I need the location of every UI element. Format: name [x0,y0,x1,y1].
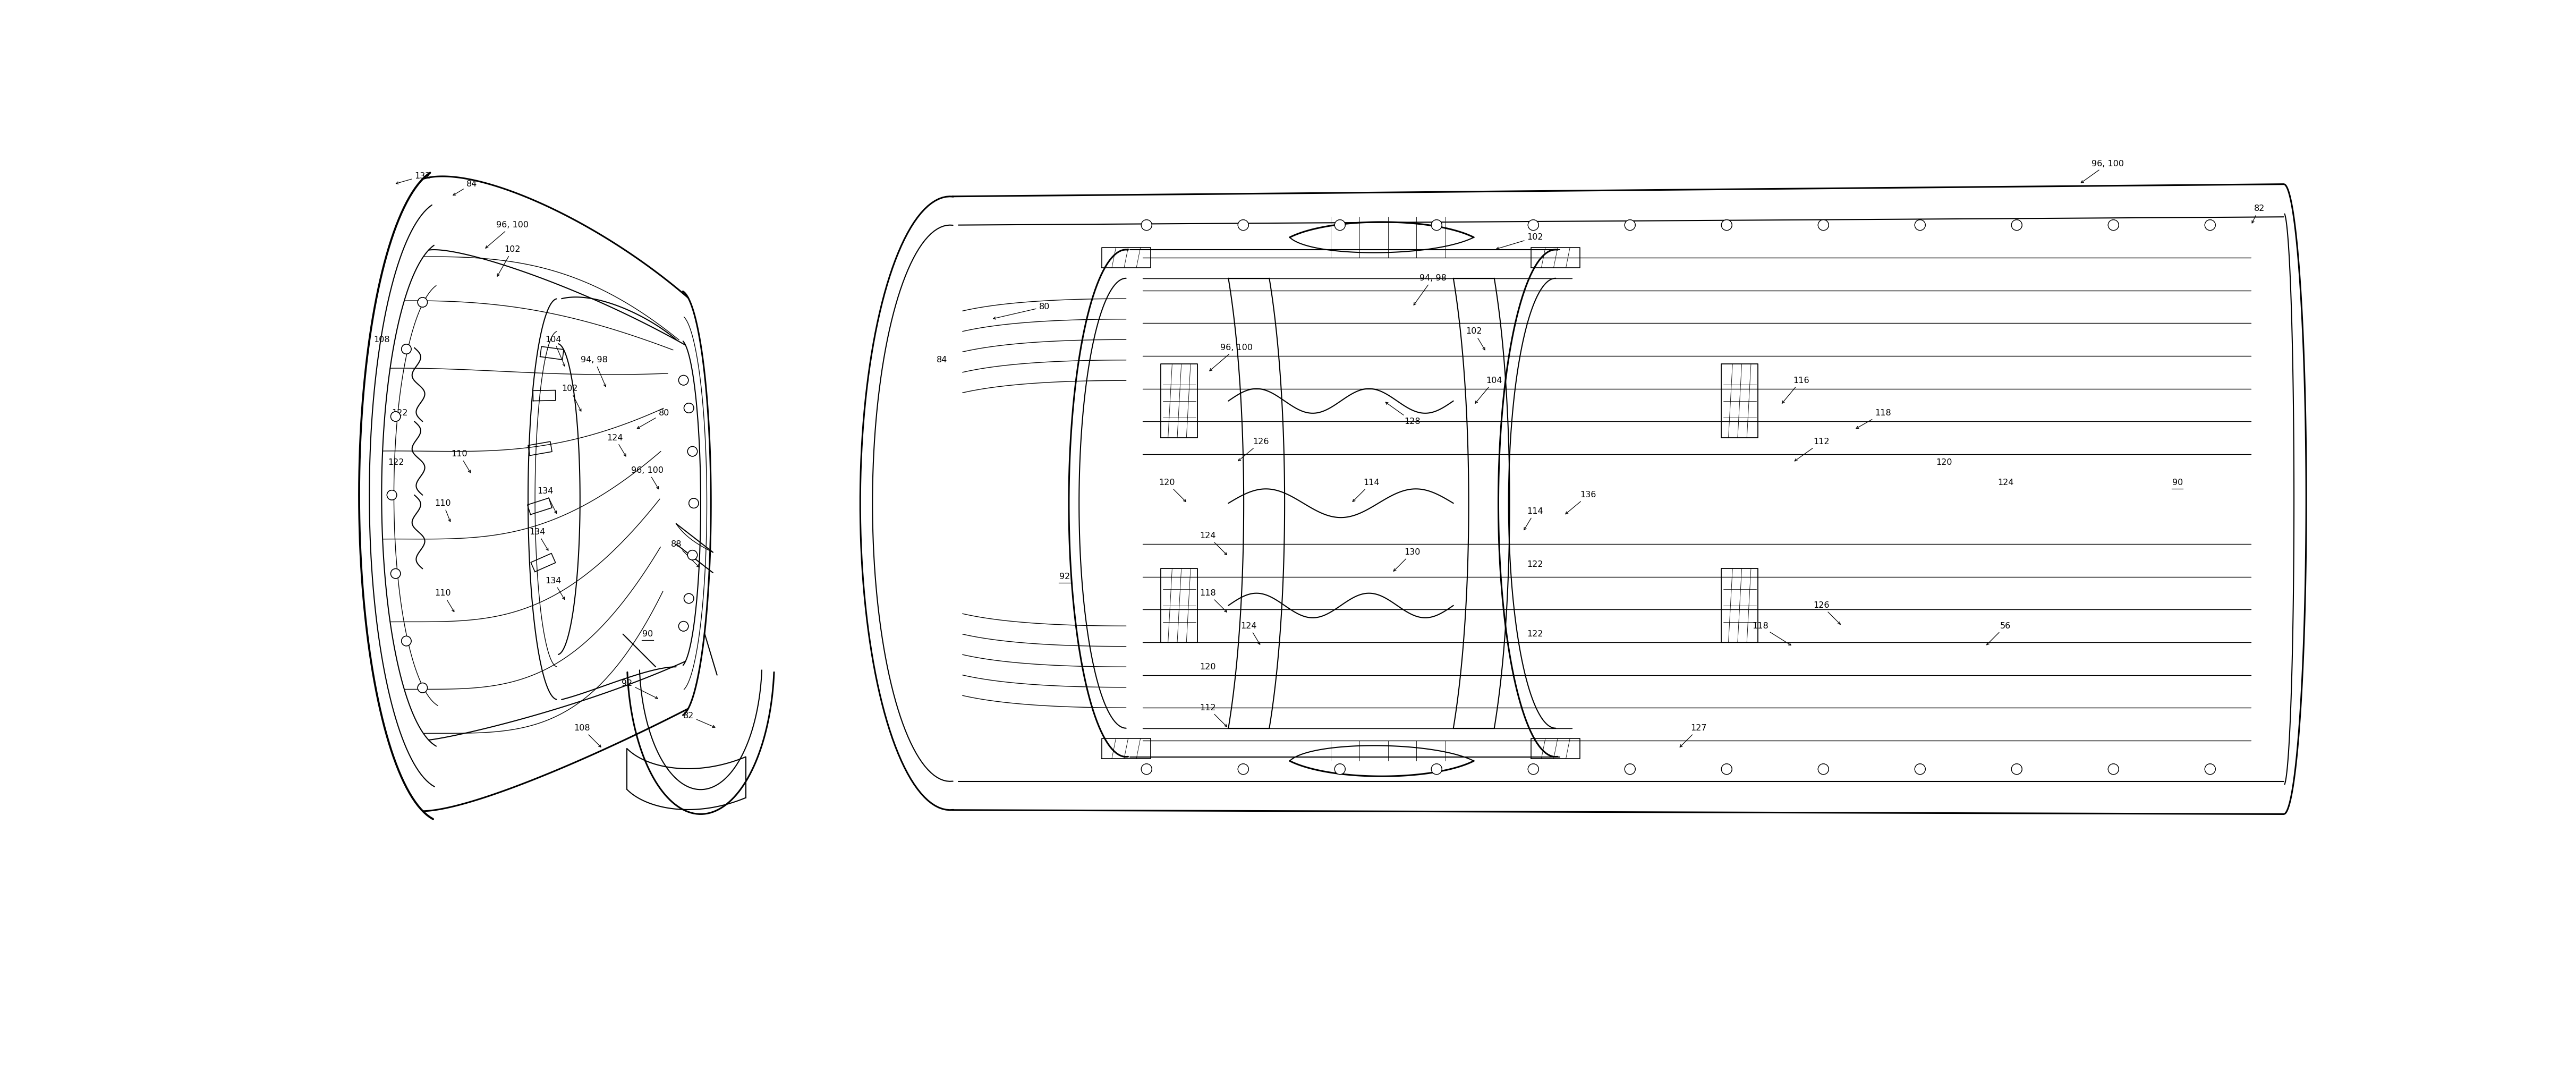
Text: 116: 116 [1783,377,1808,404]
Text: 102: 102 [1466,328,1484,350]
Circle shape [1432,220,1443,230]
Text: 56: 56 [1986,622,2012,645]
Circle shape [1625,764,1636,774]
Text: 92: 92 [1059,573,1069,580]
Text: 90: 90 [2172,479,2182,486]
Text: 120: 120 [1937,458,1953,466]
Text: 96, 100: 96, 100 [2081,160,2125,183]
Text: 102: 102 [497,245,520,276]
Circle shape [685,403,693,413]
Text: 104: 104 [546,335,564,366]
Text: 132: 132 [397,172,430,184]
Circle shape [402,344,412,355]
Text: 118: 118 [1200,589,1226,613]
Text: 110: 110 [451,450,471,472]
Circle shape [1334,220,1345,230]
Text: 90: 90 [641,630,652,638]
Text: 124: 124 [1200,532,1226,555]
Circle shape [1334,764,1345,774]
Circle shape [1914,764,1924,774]
Text: 82: 82 [2251,205,2264,223]
Circle shape [1819,764,1829,774]
Circle shape [677,375,688,386]
Text: 80: 80 [636,409,670,428]
Text: 134: 134 [528,528,549,550]
Circle shape [417,298,428,307]
Circle shape [2107,220,2117,230]
Text: 108: 108 [374,335,389,344]
Circle shape [2012,220,2022,230]
Text: 128: 128 [1386,403,1419,425]
Circle shape [1721,764,1731,774]
Text: 126: 126 [1814,602,1839,624]
Circle shape [2205,220,2215,230]
Text: 122: 122 [389,458,404,466]
Text: 96, 100: 96, 100 [484,221,528,248]
Text: 120: 120 [1200,663,1216,670]
Circle shape [392,569,399,578]
Text: 122: 122 [392,409,407,418]
Text: 94, 98: 94, 98 [1414,274,1445,305]
Text: 118: 118 [1752,622,1790,645]
Text: 134: 134 [546,577,564,600]
Circle shape [1721,220,1731,230]
Text: 82: 82 [683,712,716,727]
Text: 104: 104 [1476,377,1502,404]
Circle shape [2107,764,2117,774]
Circle shape [1239,220,1249,230]
Circle shape [1528,220,1538,230]
Text: 120: 120 [1159,479,1185,501]
Circle shape [2012,764,2022,774]
Text: 124: 124 [1242,622,1260,645]
Text: 110: 110 [435,589,453,612]
Text: 122: 122 [1528,630,1543,638]
Circle shape [386,491,397,500]
Circle shape [685,593,693,603]
Text: 126: 126 [1239,438,1270,461]
Text: 92: 92 [621,679,657,698]
Text: 108: 108 [574,724,600,748]
Text: 114: 114 [1352,479,1381,501]
Circle shape [1528,764,1538,774]
Text: 118: 118 [1857,409,1891,428]
Text: 112: 112 [1200,704,1226,726]
Circle shape [1141,220,1151,230]
Circle shape [688,447,698,456]
Text: 130: 130 [1394,548,1419,571]
Circle shape [402,636,412,646]
Text: 134: 134 [538,487,556,513]
Text: 122: 122 [1528,560,1543,569]
Text: 88: 88 [670,540,698,568]
Text: 94, 98: 94, 98 [580,356,608,387]
Text: 114: 114 [1525,508,1543,530]
Text: 124: 124 [608,434,626,456]
Circle shape [1239,764,1249,774]
Text: 102: 102 [562,384,582,411]
Circle shape [688,498,698,508]
Circle shape [2205,764,2215,774]
Circle shape [392,411,399,421]
Text: 96, 100: 96, 100 [631,467,665,489]
Circle shape [1432,764,1443,774]
Text: 84: 84 [453,180,477,195]
Text: 110: 110 [435,499,451,522]
Text: 84: 84 [938,356,948,364]
Text: 127: 127 [1680,724,1708,748]
Circle shape [1914,220,1924,230]
Text: 136: 136 [1566,492,1597,514]
Circle shape [1625,220,1636,230]
Text: 112: 112 [1795,438,1829,461]
Text: 80: 80 [994,303,1048,319]
Text: 96, 100: 96, 100 [1211,344,1252,371]
Circle shape [688,550,698,560]
Circle shape [1141,764,1151,774]
Circle shape [677,621,688,631]
Circle shape [417,683,428,693]
Circle shape [1819,220,1829,230]
Text: 102: 102 [1497,233,1543,250]
Text: 124: 124 [1996,479,2014,486]
